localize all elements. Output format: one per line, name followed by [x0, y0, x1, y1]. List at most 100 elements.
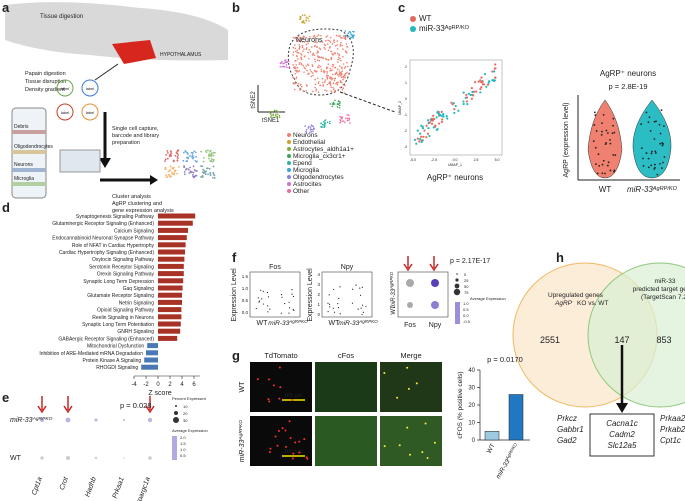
- tsne-dot: [312, 72, 314, 74]
- umap-dot: [431, 117, 435, 120]
- tsne-dot: [299, 87, 301, 90]
- violin-dot: [597, 153, 600, 156]
- tsne-dot: [342, 83, 344, 86]
- cell-signal: [267, 378, 270, 381]
- tsne-dot: [312, 53, 314, 55]
- violin-dot: [662, 143, 665, 145]
- label: 5.0: [495, 158, 500, 162]
- tsne-dot: [298, 44, 301, 46]
- tsne-dot: [342, 63, 345, 65]
- label: 1: [405, 81, 407, 85]
- label: predicted target genes: [633, 286, 685, 293]
- tsne-dot: [317, 82, 320, 85]
- violin-dot: [659, 162, 661, 165]
- umap-dot: [453, 107, 456, 111]
- legend-dot: [287, 133, 291, 137]
- tsne-dot: [326, 43, 329, 45]
- tsne-dot: [276, 116, 278, 118]
- tsne-dot: [277, 110, 280, 113]
- size-key: [174, 411, 178, 415]
- cluster-dot: [208, 167, 211, 170]
- tsne-dot: [350, 32, 352, 34]
- tsne-dot: [317, 81, 320, 83]
- tsne-dot: [319, 84, 321, 87]
- tsne-dot: [346, 114, 349, 116]
- tsne-dot: [334, 52, 336, 54]
- umap-dot: [420, 135, 423, 138]
- label: Upregulated genes: [548, 292, 604, 299]
- label: 4: [317, 272, 320, 277]
- tsne-dot: [332, 102, 335, 104]
- tsne-dot: [338, 100, 340, 102]
- tsne-dot: [303, 66, 306, 69]
- tsne-dot: [296, 66, 299, 69]
- region-label: HYPOTHALAMUS: [160, 52, 202, 58]
- tsne-dot: [295, 71, 298, 73]
- label: 75: [464, 290, 469, 295]
- expr-dot: [352, 288, 354, 290]
- tsne-dot: [303, 41, 306, 43]
- tsne-dot: [316, 52, 318, 54]
- tsne-dot: [346, 119, 349, 122]
- tsne-dot: [348, 35, 350, 38]
- tsne-dot: [329, 77, 332, 80]
- bar: [158, 235, 187, 241]
- cell-signal: [303, 438, 306, 441]
- umap-dot: [483, 72, 487, 76]
- bar: [158, 256, 185, 262]
- tsne-dot: [273, 116, 275, 119]
- violin-dot: [609, 169, 612, 172]
- umap-dot: [418, 140, 421, 143]
- tsne-dot: [296, 49, 299, 51]
- tsne-dot: [341, 73, 343, 75]
- cluster-dot: [200, 176, 202, 178]
- cluster-dot: [212, 160, 215, 162]
- label: WT: [10, 455, 22, 462]
- cell-signal: [306, 457, 309, 460]
- label: 2551: [540, 335, 560, 345]
- tsne-dot: [305, 83, 308, 86]
- cluster-dot: [183, 170, 186, 173]
- tsne-dot: [342, 76, 345, 79]
- tsne-dot: [295, 64, 298, 66]
- tsne-dot: [299, 40, 302, 43]
- cluster-dot: [176, 172, 178, 175]
- tsne-dot: [327, 63, 330, 66]
- tsne-dot: [339, 57, 341, 60]
- tsne-dot: [298, 63, 301, 65]
- tsne-dot: [331, 65, 334, 68]
- tsne-dot: [325, 36, 327, 38]
- expr-dot: [333, 311, 336, 313]
- cluster-dot: [205, 151, 208, 154]
- text-sup: AgRP/KO: [445, 25, 470, 31]
- label: 0.5: [463, 307, 469, 312]
- tsne-dot: [340, 59, 342, 62]
- expr-dot: [292, 308, 294, 311]
- label: Glutaminergic Receptor Signaling (Enhanc…: [52, 221, 154, 227]
- tsne-dot: [300, 16, 302, 18]
- umap-dot: [465, 93, 468, 96]
- label: Z score: [148, 390, 171, 397]
- cell-signal: [408, 453, 411, 456]
- cluster-dot: [200, 165, 202, 167]
- label: miR-33: [655, 278, 676, 285]
- cell-signal: [279, 386, 282, 389]
- cluster-dot: [176, 159, 179, 162]
- umap-dot: [470, 87, 473, 90]
- label: Microglia: [14, 176, 34, 182]
- cluster-dot: [169, 165, 172, 168]
- violin-dot: [659, 132, 662, 135]
- umap-dot: [431, 119, 434, 122]
- tsne-dot: [308, 48, 311, 51]
- tsne-dot: [328, 122, 331, 125]
- label: Average Expression: [470, 296, 506, 301]
- label: Mitochondrial Dysfunction: [87, 344, 144, 350]
- cluster-dot: [194, 174, 197, 177]
- tsne-dot: [320, 56, 323, 59]
- label: Prkab2: [660, 425, 685, 434]
- tsne-dot: [294, 47, 297, 50]
- tsne-dot: [321, 81, 324, 84]
- label: Opioid Signaling Pathway: [97, 308, 154, 314]
- text-sup: AgRPKO: [389, 271, 394, 290]
- tsne-dot: [346, 36, 349, 38]
